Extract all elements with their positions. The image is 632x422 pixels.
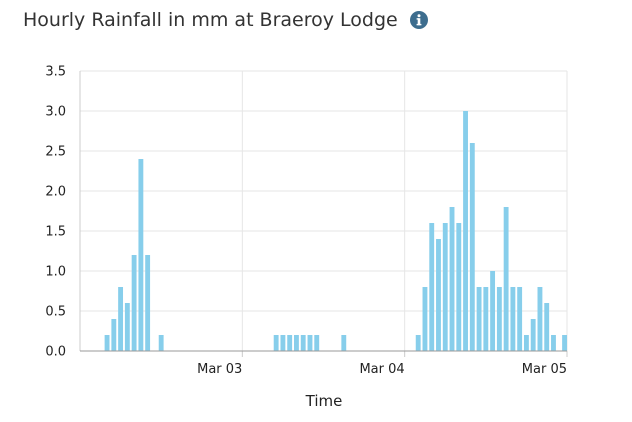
rainfall-bar[interactable]: [111, 319, 117, 351]
axis-layer: [79, 71, 568, 357]
bars-layer: [104, 111, 567, 351]
rainfall-bar[interactable]: [510, 287, 516, 351]
chart-title: Hourly Rainfall in mm at Braeroy Lodge: [23, 9, 398, 31]
rainfall-bar[interactable]: [314, 335, 320, 351]
rainfall-bar[interactable]: [118, 287, 124, 351]
rainfall-bar[interactable]: [158, 335, 164, 351]
rainfall-bar[interactable]: [476, 287, 482, 351]
rainfall-bar[interactable]: [551, 335, 556, 351]
x-tick-labels: Mar 03 Mar 04 Mar 05: [197, 362, 567, 377]
rainfall-bar[interactable]: [307, 335, 313, 351]
rainfall-bar[interactable]: [104, 335, 110, 351]
y-tick-label: 0.0: [45, 345, 66, 360]
rainfall-bar[interactable]: [490, 271, 496, 351]
rainfall-bar[interactable]: [124, 303, 130, 351]
info-icon[interactable]: [409, 11, 428, 29]
rainfall-bar[interactable]: [300, 335, 306, 351]
rainfall-bar[interactable]: [145, 255, 151, 351]
x-tick-label: Mar 04: [359, 362, 404, 377]
rainfall-bar[interactable]: [138, 159, 144, 351]
rainfall-bar[interactable]: [456, 223, 462, 351]
y-tick-label: 1.5: [45, 225, 66, 240]
rainfall-bar[interactable]: [562, 335, 567, 351]
rainfall-bar[interactable]: [273, 335, 279, 351]
rainfall-bar[interactable]: [530, 319, 536, 351]
rainfall-bar[interactable]: [496, 287, 502, 351]
rainfall-bar[interactable]: [287, 335, 293, 351]
rainfall-bar[interactable]: [503, 207, 509, 351]
x-axis-label: Time: [305, 392, 343, 410]
y-tick-label: 2.5: [45, 145, 66, 160]
rainfall-bar[interactable]: [463, 111, 468, 351]
rainfall-bar[interactable]: [294, 335, 299, 351]
x-tick-label: Mar 05: [522, 362, 567, 377]
y-tick-label: 3.0: [45, 105, 66, 120]
rainfall-bar[interactable]: [523, 335, 529, 351]
y-tick-label: 3.5: [45, 65, 66, 80]
rainfall-bar[interactable]: [449, 207, 455, 351]
y-tick-label: 1.0: [45, 265, 66, 280]
y-tick-label: 0.5: [45, 305, 66, 320]
rainfall-bar[interactable]: [131, 255, 137, 351]
y-tick-labels: 0.0 0.5 1.0 1.5 2.0 2.5 3.0 3.5: [45, 65, 66, 360]
rainfall-bar[interactable]: [442, 223, 448, 351]
rainfall-bar[interactable]: [517, 287, 523, 351]
x-tick-label: Mar 03: [197, 362, 242, 377]
y-tick-label: 2.0: [45, 185, 66, 200]
chart-header: Hourly Rainfall in mm at Braeroy Lodge: [23, 9, 428, 31]
rainfall-bar[interactable]: [341, 335, 347, 351]
grid-layer: [80, 70, 568, 351]
rainfall-bar[interactable]: [280, 335, 286, 351]
rainfall-bar[interactable]: [469, 143, 475, 351]
rainfall-bar[interactable]: [422, 287, 428, 351]
rainfall-bar[interactable]: [429, 223, 435, 351]
rainfall-bar[interactable]: [544, 303, 550, 351]
rainfall-bar[interactable]: [537, 287, 543, 351]
rainfall-bar[interactable]: [415, 335, 421, 351]
rainfall-bar[interactable]: [436, 239, 441, 351]
rainfall-bar[interactable]: [483, 287, 489, 351]
